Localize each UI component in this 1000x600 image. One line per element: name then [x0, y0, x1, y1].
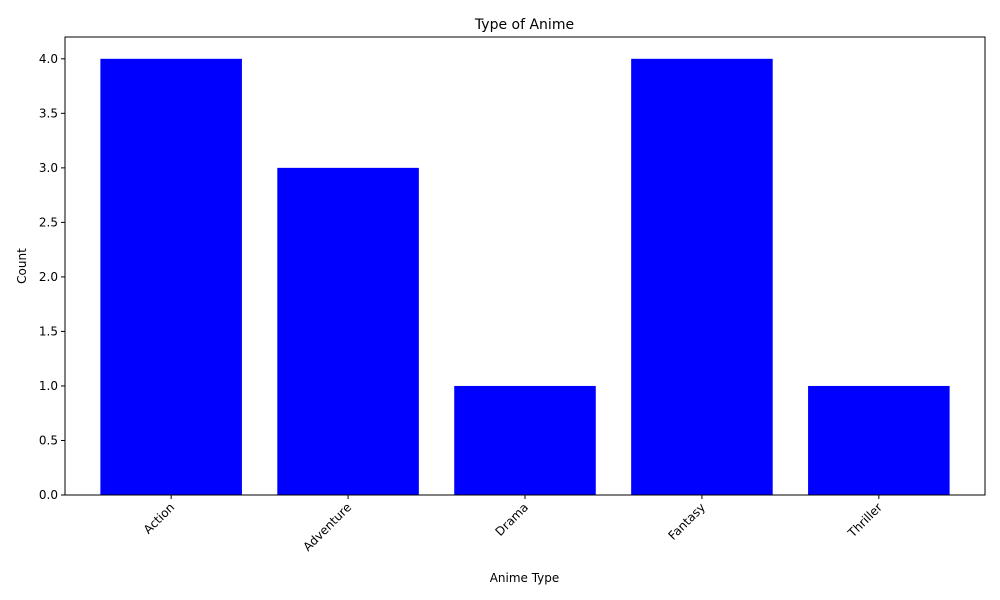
- y-axis-title: Count: [15, 248, 29, 284]
- bar-drama: [454, 385, 596, 495]
- x-tick-label: Adventure: [300, 500, 354, 554]
- y-tick-label: 1.0: [39, 379, 58, 393]
- y-tick-label: 1.5: [39, 324, 58, 338]
- x-tick-label: Thriller: [845, 500, 885, 540]
- x-axis-title: Anime Type: [490, 571, 560, 585]
- y-tick-label: 0.5: [39, 433, 58, 447]
- chart-title: Type of Anime: [474, 17, 574, 33]
- y-tick-label: 2.5: [39, 215, 58, 229]
- y-tick-label: 4.0: [39, 52, 58, 66]
- bar-action: [100, 58, 242, 496]
- bar-fantasy: [631, 58, 773, 496]
- x-tick-label: Drama: [493, 500, 532, 539]
- bar-adventure: [277, 167, 419, 495]
- y-tick-label: 0.0: [39, 488, 58, 502]
- y-tick-label: 2.0: [39, 270, 58, 284]
- bar-thriller: [808, 385, 950, 495]
- y-tick-label: 3.0: [39, 161, 58, 175]
- x-tick-label: Fantasy: [665, 500, 708, 543]
- plot-area: 0.0 0.5 1.0 1.5 2.0 2.5 3.0 3.5 4.0 Action Adventu…: [39, 36, 986, 554]
- y-tick-label: 3.5: [39, 106, 58, 120]
- x-tick-label: Action: [141, 500, 177, 536]
